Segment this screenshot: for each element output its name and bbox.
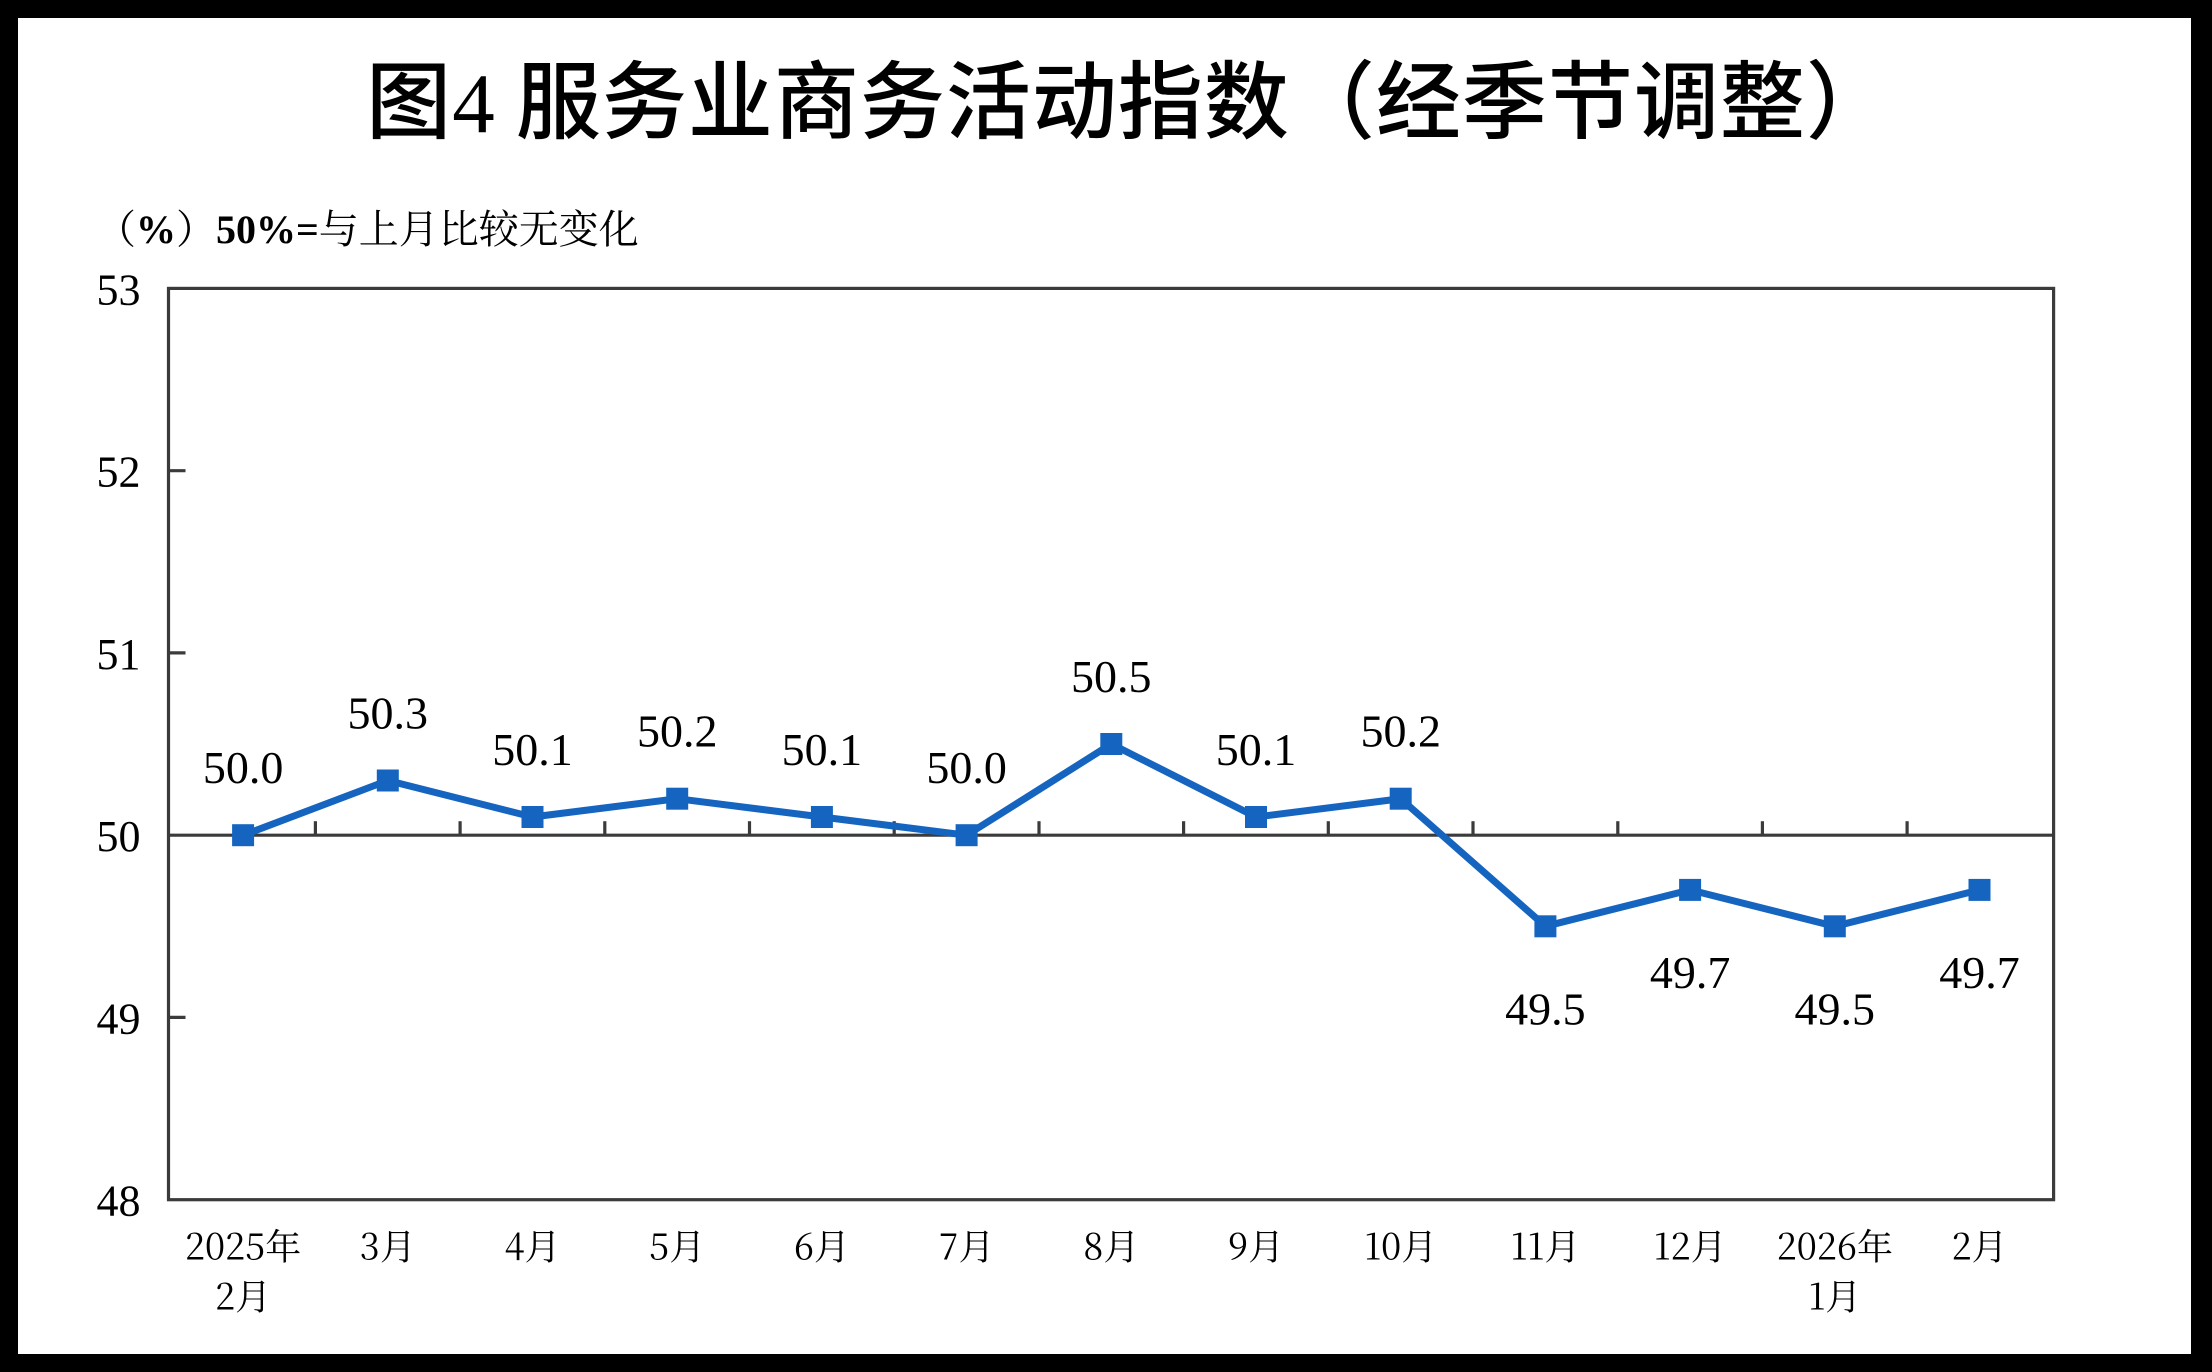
svg-text:50.1: 50.1 [492, 724, 573, 775]
svg-text:1月: 1月 [1808, 1270, 1861, 1321]
svg-text:49.5: 49.5 [1795, 983, 1876, 1034]
svg-text:12月: 12月 [1654, 1220, 1727, 1271]
svg-text:5月: 5月 [649, 1220, 705, 1271]
svg-text:2月: 2月 [215, 1270, 271, 1321]
svg-text:49.5: 49.5 [1505, 983, 1586, 1034]
svg-text:4月: 4月 [505, 1220, 561, 1271]
svg-text:50: 50 [97, 812, 141, 861]
svg-text:50.0: 50.0 [203, 742, 284, 793]
svg-text:8月: 8月 [1083, 1220, 1139, 1271]
svg-text:49: 49 [97, 994, 141, 1043]
svg-text:2月: 2月 [1951, 1220, 2007, 1271]
svg-text:2025年: 2025年 [185, 1220, 301, 1271]
svg-text:50.1: 50.1 [782, 724, 863, 775]
svg-text:11月: 11月 [1510, 1220, 1580, 1271]
svg-text:53: 53 [97, 265, 141, 314]
svg-text:6月: 6月 [794, 1220, 850, 1271]
svg-text:51: 51 [97, 630, 141, 679]
svg-text:50.2: 50.2 [637, 706, 718, 757]
svg-text:10月: 10月 [1364, 1220, 1437, 1271]
svg-text:48: 48 [97, 1177, 141, 1226]
svg-text:49.7: 49.7 [1939, 947, 2020, 998]
svg-text:50.1: 50.1 [1216, 724, 1297, 775]
svg-text:50.0: 50.0 [926, 742, 1007, 793]
svg-text:52: 52 [97, 448, 141, 497]
svg-text:7月: 7月 [939, 1220, 995, 1271]
svg-text:9月: 9月 [1228, 1220, 1284, 1271]
svg-text:50.2: 50.2 [1360, 706, 1441, 757]
svg-text:3月: 3月 [360, 1220, 416, 1271]
svg-text:50.3: 50.3 [348, 688, 429, 739]
svg-text:49.7: 49.7 [1650, 947, 1731, 998]
svg-text:2026年: 2026年 [1777, 1220, 1893, 1271]
svg-text:50.5: 50.5 [1071, 651, 1152, 702]
